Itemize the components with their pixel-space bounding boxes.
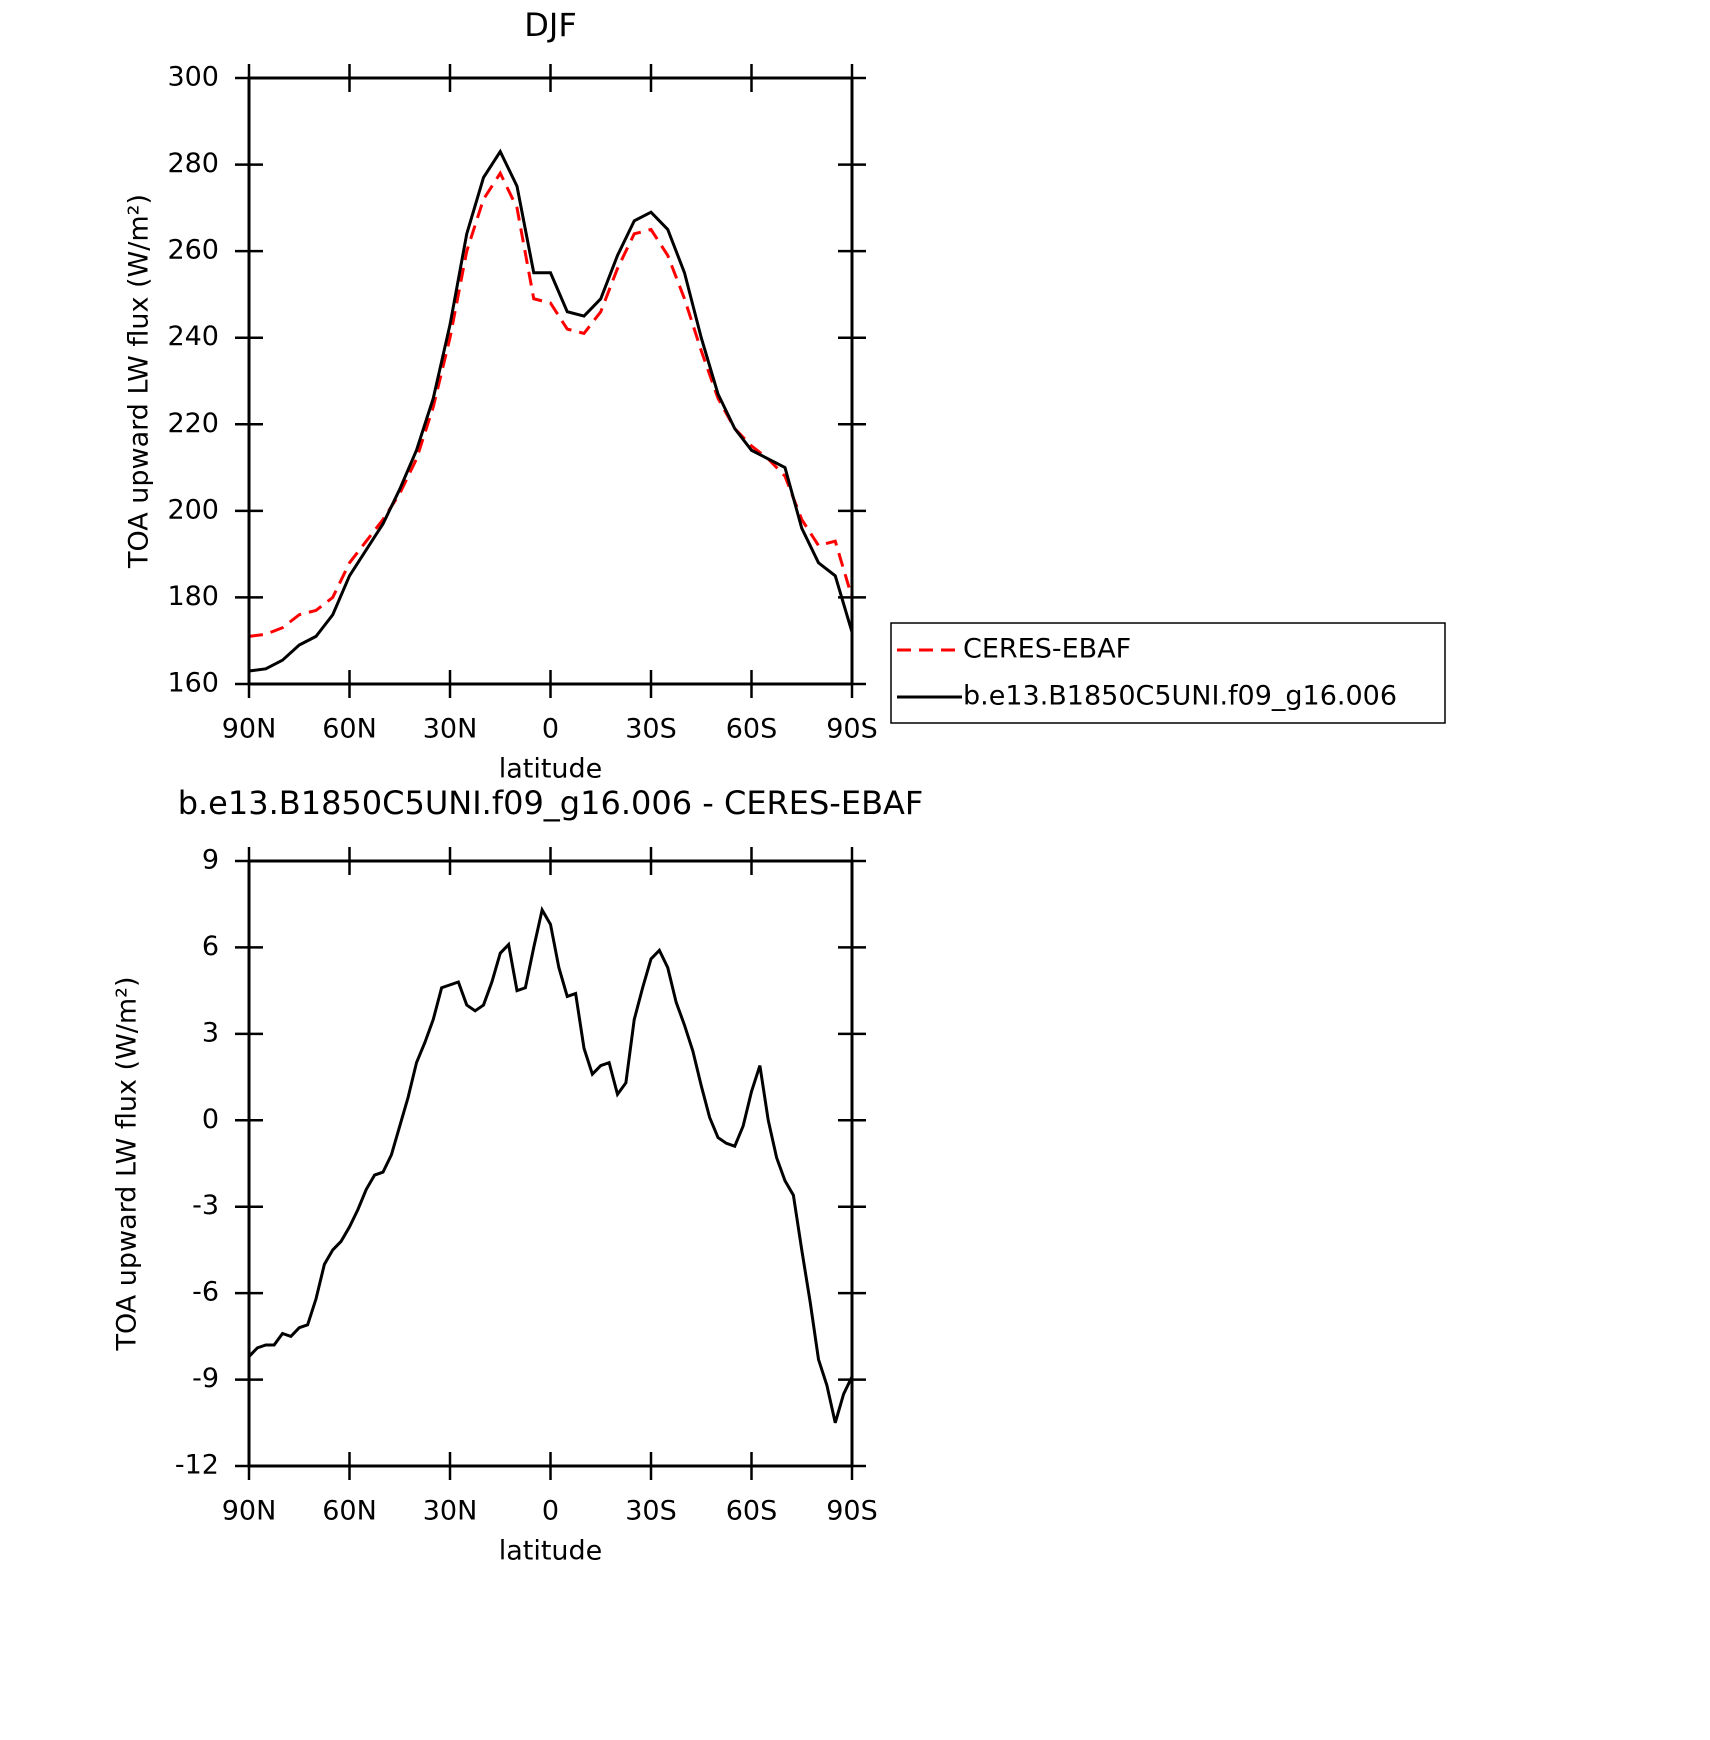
x-tick-label: 30N: [423, 1496, 478, 1527]
y-tick-label: 260: [167, 235, 219, 266]
x-tick-label: 90S: [826, 1496, 878, 1527]
legend-label: b.e13.B1850C5UNI.f09_g16.006: [963, 681, 1397, 712]
x-tick-label: 60N: [322, 1496, 377, 1527]
x-tick-label: 90N: [222, 714, 277, 745]
y-axis-label: TOA upward LW flux (W/m²): [124, 194, 155, 569]
y-tick-label: 0: [202, 1104, 219, 1135]
x-tick-label: 30N: [423, 714, 478, 745]
y-tick-label: 6: [202, 931, 219, 962]
x-tick-label: 90S: [826, 714, 878, 745]
legend-box: [890, 622, 1446, 724]
x-axis-label: latitude: [499, 754, 603, 785]
legend-label: CERES-EBAF: [963, 634, 1131, 665]
y-tick-label: 200: [167, 494, 219, 525]
data-line: [248, 148, 854, 673]
plot-frame: [247, 76, 854, 686]
chart-title: DJF: [524, 6, 576, 44]
y-tick-label: 180: [167, 581, 219, 612]
y-tick-label: 160: [167, 668, 219, 699]
x-tick-label: 60N: [322, 714, 377, 745]
x-tick-label: 30S: [625, 714, 677, 745]
plot-frame: [247, 859, 854, 1468]
x-tick-label: 60S: [726, 1496, 778, 1527]
x-tick-label: 30S: [625, 1496, 677, 1527]
y-tick-label: 3: [202, 1017, 219, 1048]
chart-title: b.e13.B1850C5UNI.f09_g16.006 - CERES-EBA…: [178, 784, 924, 822]
x-tick-label: 90N: [222, 1496, 277, 1527]
x-tick-label: 0: [542, 714, 559, 745]
y-tick-label: -3: [192, 1190, 219, 1221]
y-tick-label: 240: [167, 321, 219, 352]
data-line: [248, 170, 854, 638]
y-tick-label: 9: [202, 845, 219, 876]
y-tick-label: 300: [167, 62, 219, 93]
data-line: [247, 905, 854, 1424]
y-tick-label: 280: [167, 148, 219, 179]
x-axis-label: latitude: [499, 1536, 603, 1567]
y-tick-label: -9: [192, 1363, 219, 1394]
y-tick-label: -6: [192, 1277, 219, 1308]
x-tick-label: 0: [542, 1496, 559, 1527]
y-tick-label: -12: [175, 1450, 219, 1481]
y-axis-label: TOA upward LW flux (W/m²): [112, 976, 143, 1351]
y-tick-label: 220: [167, 408, 219, 439]
x-tick-label: 60S: [726, 714, 778, 745]
